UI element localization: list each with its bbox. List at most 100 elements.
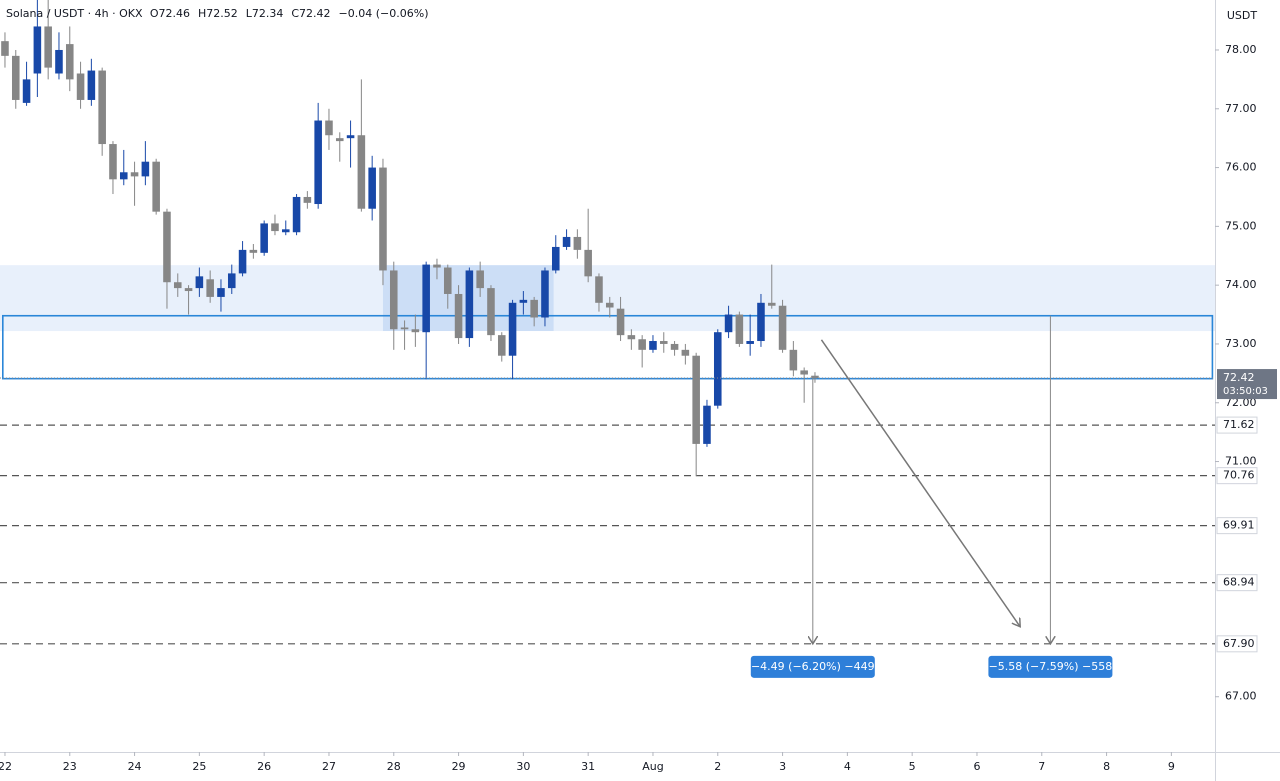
x-tick-label: 28 <box>387 760 401 773</box>
x-tick-label: 7 <box>1038 760 1045 773</box>
candle-body <box>433 264 441 268</box>
zone <box>0 265 1215 332</box>
candle-body <box>152 161 160 212</box>
candle-body <box>119 172 128 180</box>
candle-body <box>292 196 301 233</box>
ohlc-value: O72.46 <box>150 7 190 20</box>
candle-body <box>109 144 117 180</box>
y-tick-label: 78.00 <box>1225 43 1257 56</box>
last-price-label: 72.42 <box>1223 371 1255 384</box>
candle-body <box>260 223 268 253</box>
candle-body <box>227 273 236 289</box>
candle-body <box>357 135 366 209</box>
candle-body <box>551 246 560 271</box>
candle-body <box>713 332 722 406</box>
candle-body <box>314 120 322 205</box>
candle-body <box>422 264 430 333</box>
candle-body <box>519 299 528 303</box>
x-tick-label: 8 <box>1103 760 1110 773</box>
candle-body <box>65 44 74 80</box>
candle-body <box>800 370 808 375</box>
candle-body <box>703 405 711 444</box>
level-label: 69.91 <box>1223 519 1255 532</box>
x-tick-label: 25 <box>192 760 206 773</box>
ohlc-value: C72.42 <box>291 7 330 20</box>
candle-body <box>724 314 733 333</box>
candle-body <box>487 288 495 336</box>
measure-label-box <box>750 655 875 678</box>
y-tick-label: 77.00 <box>1225 102 1257 115</box>
candle-body <box>649 341 657 350</box>
y-tick-label: 76.00 <box>1225 161 1257 174</box>
axis-unit: USDT <box>1227 9 1258 22</box>
measure-label-box <box>988 655 1113 678</box>
level-label-box <box>1216 416 1258 434</box>
candle-body <box>670 343 679 350</box>
candle-body <box>325 120 333 136</box>
measure-label: −5.58 (−7.59%) −558 <box>989 660 1113 673</box>
candle-body <box>659 341 668 344</box>
candle-body <box>44 26 52 68</box>
candle-body <box>616 308 625 336</box>
candle-body <box>98 70 106 145</box>
candle-body <box>681 349 690 356</box>
x-tick-label: 27 <box>322 760 336 773</box>
ohlc-value: −0.04 (−0.06%) <box>339 7 429 20</box>
level-label-box <box>1216 467 1258 485</box>
candle-body <box>87 70 96 100</box>
x-tick-label: 22 <box>0 760 12 773</box>
candle-body <box>368 167 376 209</box>
candle-body <box>163 211 171 283</box>
candle-body <box>195 276 204 289</box>
candle-body <box>217 288 225 297</box>
x-tick-label: 30 <box>516 760 530 773</box>
candle-body <box>605 302 614 308</box>
candle-body <box>1 41 9 56</box>
candle-body <box>627 335 636 340</box>
x-tick-label: 31 <box>581 760 595 773</box>
candle-body <box>379 167 387 271</box>
candle-body <box>33 26 42 74</box>
header: Solana / USDT · 4h · OKX O72.46 H72.52 L72.… <box>6 7 428 20</box>
candle-body <box>11 55 20 100</box>
candle-body <box>692 355 700 444</box>
candle-body <box>789 349 798 371</box>
x-tick-label: 23 <box>63 760 77 773</box>
candle-body <box>595 276 603 303</box>
candle-body <box>497 335 506 356</box>
candle-body <box>584 249 592 277</box>
level-label-box <box>1216 574 1258 592</box>
candle-body <box>530 299 538 318</box>
x-tick-label: 5 <box>909 760 916 773</box>
candle-body <box>541 270 549 318</box>
y-tick-label: 73.00 <box>1225 337 1257 350</box>
candle-body <box>573 236 582 250</box>
x-tick-label: 3 <box>779 760 786 773</box>
x-tick-label: Aug <box>642 760 663 773</box>
candle-body <box>476 270 484 289</box>
y-tick-label: 67.00 <box>1225 690 1257 703</box>
candle-body <box>238 249 247 274</box>
measure-label: −4.49 (−6.20%) −449 <box>751 660 875 673</box>
plot: −4.49 (−6.20%) −449 −5.58 (−7.59%) −558 <box>0 0 1215 678</box>
x-tick-label: 9 <box>1168 760 1175 773</box>
candle-body <box>778 305 787 350</box>
x-tick-label: 6 <box>973 760 980 773</box>
candle-body <box>206 279 214 297</box>
level-label: 68.94 <box>1223 576 1255 589</box>
candle-body <box>638 339 646 350</box>
candle-body <box>400 327 409 330</box>
candle-body <box>411 329 420 333</box>
symbol: Solana / USDT · 4h · OKX <box>6 7 143 20</box>
candle-body <box>735 314 744 344</box>
x-tick-label: 26 <box>257 760 271 773</box>
candle-body <box>55 49 63 74</box>
ohlc-value: H72.52 <box>198 7 238 20</box>
ohlc-value: L72.34 <box>246 7 284 20</box>
candle-body <box>281 229 290 233</box>
x-tick-label: 4 <box>844 760 851 773</box>
x-tick-label: 2 <box>714 760 721 773</box>
